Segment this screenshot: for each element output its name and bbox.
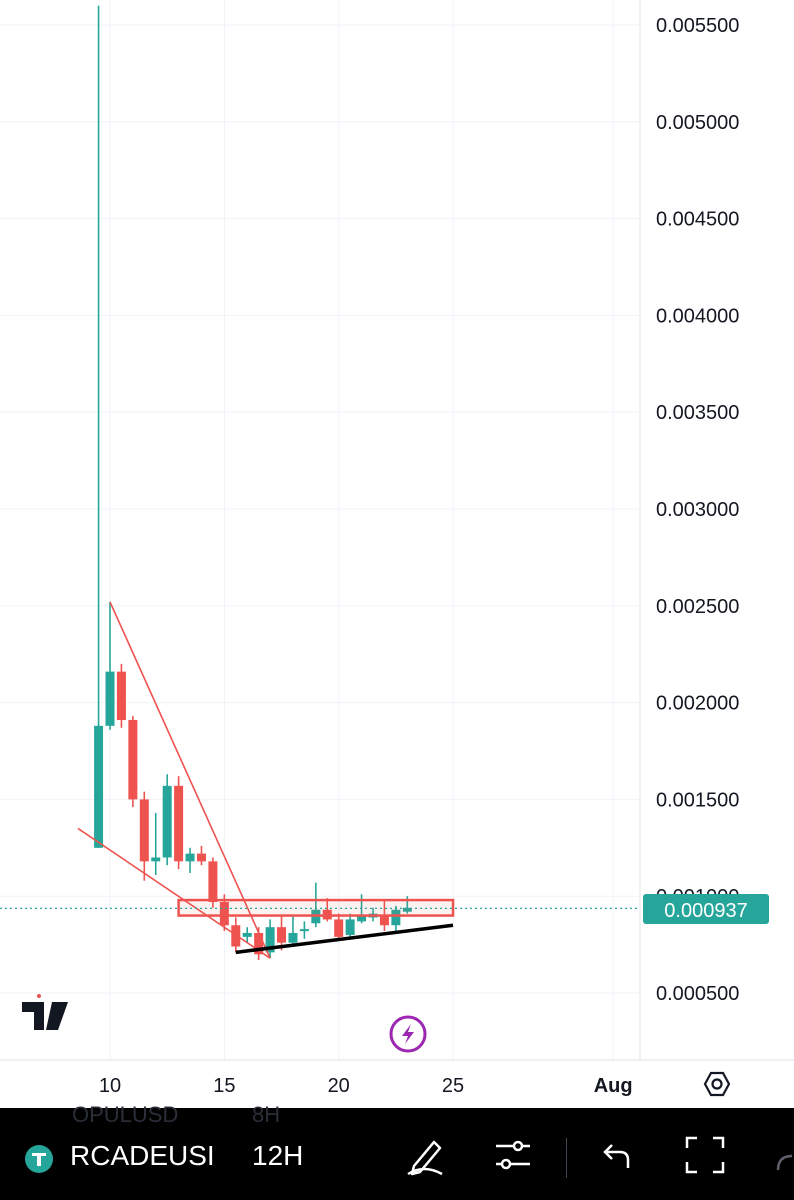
candle-body [174, 785, 184, 862]
time-axis[interactable]: 10 15 20 25 Aug [99, 1075, 633, 1097]
x-tick-label: Aug [594, 1075, 633, 1097]
fullscreen-icon[interactable] [684, 1134, 726, 1176]
candle-body [402, 907, 412, 912]
candle-body [277, 927, 287, 943]
support-trend-line[interactable] [235, 923, 454, 955]
candle-body [299, 929, 309, 932]
candle [151, 812, 161, 875]
y-tick-label: 0.003500 [656, 402, 739, 424]
ghost-interval-text: 8H [252, 1102, 281, 1127]
y-tick-label: 0.003000 [656, 499, 739, 521]
bottom-toolbar: OPULUSD 8H RCADEUSI 12H [0, 1102, 794, 1200]
pen-icon[interactable] [404, 1134, 446, 1176]
y-tick-label: 0.002500 [656, 596, 739, 618]
current-price-badge [643, 894, 769, 924]
candle-body [94, 725, 104, 848]
candle-body [379, 915, 389, 926]
candle [242, 927, 252, 943]
settings-hexagon-icon[interactable] [703, 1071, 731, 1097]
y-tick-label: 0.005000 [656, 112, 739, 134]
candle-body [219, 902, 229, 926]
tether-icon [25, 1145, 53, 1173]
candle-body [334, 919, 344, 937]
toolbar-divider [566, 1138, 567, 1178]
candle-body [391, 909, 401, 926]
x-tick-label: 15 [213, 1075, 235, 1097]
candle-body [242, 932, 252, 937]
x-tick-label: 20 [328, 1075, 350, 1097]
candle [116, 663, 126, 728]
wedge-upper-line[interactable] [109, 601, 271, 959]
candle [391, 905, 401, 933]
y-tick-label: 0.001500 [656, 789, 739, 811]
current-price-label: 0.000937 [643, 894, 769, 924]
candle [174, 776, 184, 870]
candle-body [254, 932, 264, 955]
ghost-symbol-text: OPULUSD [72, 1102, 179, 1127]
candle [345, 913, 355, 937]
candle [277, 915, 287, 951]
y-tick-label: 0.002000 [656, 693, 739, 715]
interval-button[interactable]: 12H [252, 1140, 304, 1171]
candle-body [288, 932, 298, 943]
candle-body [185, 853, 195, 862]
sliders-icon[interactable] [492, 1134, 534, 1176]
candle-body [208, 861, 218, 903]
x-tick-label: 25 [442, 1075, 464, 1097]
candle [94, 5, 104, 848]
grid [0, 0, 640, 1060]
candle-body [162, 785, 172, 858]
more-icon[interactable] [772, 1148, 794, 1178]
candle-body [128, 720, 138, 800]
candle [185, 847, 195, 873]
candle-body [151, 857, 161, 862]
candles [94, 5, 412, 961]
chart-background [0, 0, 794, 1108]
y-tick-label: 0.004500 [656, 209, 739, 231]
tradingview-logo-icon[interactable] [22, 994, 68, 1030]
wedge-lower-line[interactable] [77, 827, 271, 959]
candle-body [345, 919, 355, 935]
candle-body [116, 671, 126, 721]
candle [139, 791, 149, 881]
y-tick-label: 0.000500 [656, 983, 739, 1005]
symbol-button[interactable]: RCADEUSI [70, 1140, 215, 1171]
candle [105, 601, 115, 730]
candle [162, 774, 172, 866]
candle [196, 845, 206, 866]
x-tick-label: 10 [99, 1075, 121, 1097]
y-tick-label: 0.004000 [656, 305, 739, 327]
lightning-icon[interactable] [389, 1015, 427, 1053]
candle [334, 913, 344, 941]
candle-body [357, 915, 367, 922]
candle-body [265, 927, 275, 953]
current-price-text: 0.000937 [664, 900, 747, 922]
y-tick-label: 0.005500 [656, 15, 739, 37]
candle-body [196, 853, 206, 862]
candle [299, 921, 309, 939]
candle [288, 915, 298, 947]
candle [265, 919, 275, 959]
price-chart[interactable]: 0.0005000.0010000.0015000.0020000.002500… [0, 0, 794, 1108]
candle-body [139, 799, 149, 862]
undo-icon[interactable] [598, 1134, 634, 1176]
candle-body [105, 671, 115, 726]
candle [128, 716, 138, 808]
